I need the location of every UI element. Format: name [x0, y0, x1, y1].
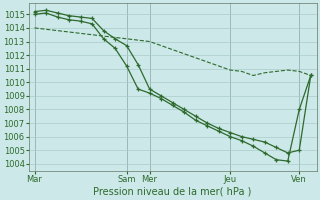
- X-axis label: Pression niveau de la mer( hPa ): Pression niveau de la mer( hPa ): [93, 187, 252, 197]
